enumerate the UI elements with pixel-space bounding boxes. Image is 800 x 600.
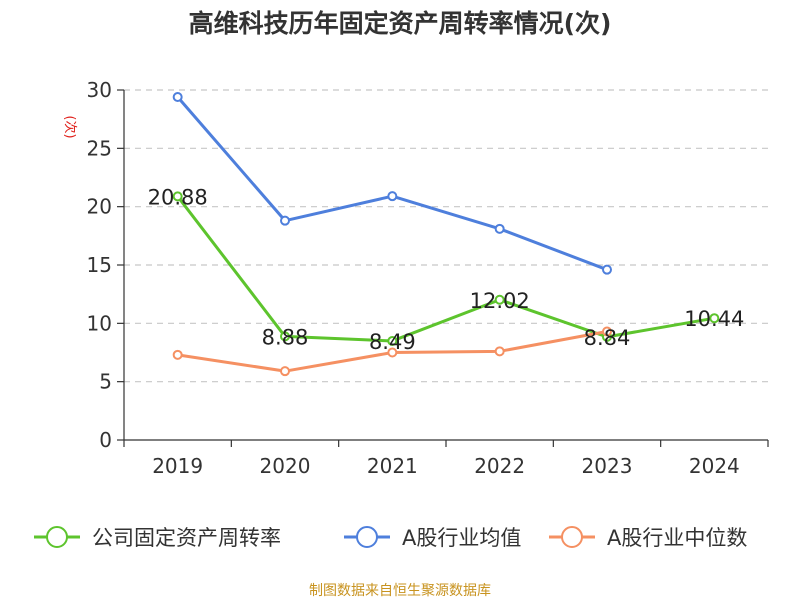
axes: 0 5 10 15 20 25 30 2019 2020 2021 2022 2023 2024 [87, 78, 769, 478]
legend-swatch-marker [356, 526, 378, 548]
legend-label: A股行业中位数 [607, 526, 747, 550]
series-group [172, 92, 720, 377]
x-tick-label: 2023 [582, 454, 633, 478]
legend: 公司固定资产周转率 A股行业均值 A股行业中位数 [34, 526, 747, 550]
data-point [602, 326, 612, 337]
y-tick-label: 20 [87, 195, 112, 219]
data-point [172, 191, 183, 202]
y-tick-label: 0 [99, 428, 112, 452]
data-point [280, 366, 290, 377]
y-axis-label: (次) [62, 115, 78, 138]
x-tick-label: 2019 [152, 454, 203, 478]
data-point [387, 191, 398, 202]
data-label: 8.88 [262, 325, 309, 349]
data-label: 8.84 [584, 326, 631, 350]
data-labels: 20.88 8.88 8.49 12.02 8.84 10.44 [148, 185, 745, 354]
series-line [176, 195, 715, 343]
data-label: 10.44 [684, 307, 744, 331]
legend-label: 公司固定资产周转率 [92, 526, 281, 550]
x-tick-label: 2021 [367, 454, 418, 478]
legend-label: A股行业均值 [402, 526, 521, 550]
y-tick-label: 10 [87, 311, 112, 335]
data-point [280, 215, 290, 226]
data-label: 20.88 [148, 185, 208, 209]
data-point [494, 346, 505, 357]
legend-swatch-marker [46, 526, 68, 548]
legend-swatch-marker [561, 526, 583, 548]
series-line [176, 96, 608, 272]
y-tick-label: 5 [99, 370, 112, 394]
x-tick-label: 2020 [260, 454, 311, 478]
data-point [709, 313, 720, 324]
x-tick-label: 2022 [474, 454, 525, 478]
y-tick-label: 30 [87, 78, 112, 102]
data-label: 8.49 [369, 330, 416, 354]
data-label: 12.02 [470, 289, 530, 313]
source-credit: 制图数据来自恒生聚源数据库 [309, 583, 491, 599]
data-point [387, 335, 398, 346]
chart-title: 高维科技历年固定资产周转率情况(次) [188, 9, 612, 38]
y-tick-label: 25 [87, 136, 112, 160]
data-point [602, 264, 612, 275]
data-point [387, 347, 398, 358]
data-point [172, 349, 183, 360]
x-tick-label: 2024 [689, 454, 740, 478]
data-point [494, 294, 505, 305]
data-point [494, 223, 505, 234]
y-tick-label: 15 [87, 253, 112, 277]
data-point [280, 331, 290, 342]
data-point [172, 92, 183, 102]
grid-lines [124, 89, 768, 383]
